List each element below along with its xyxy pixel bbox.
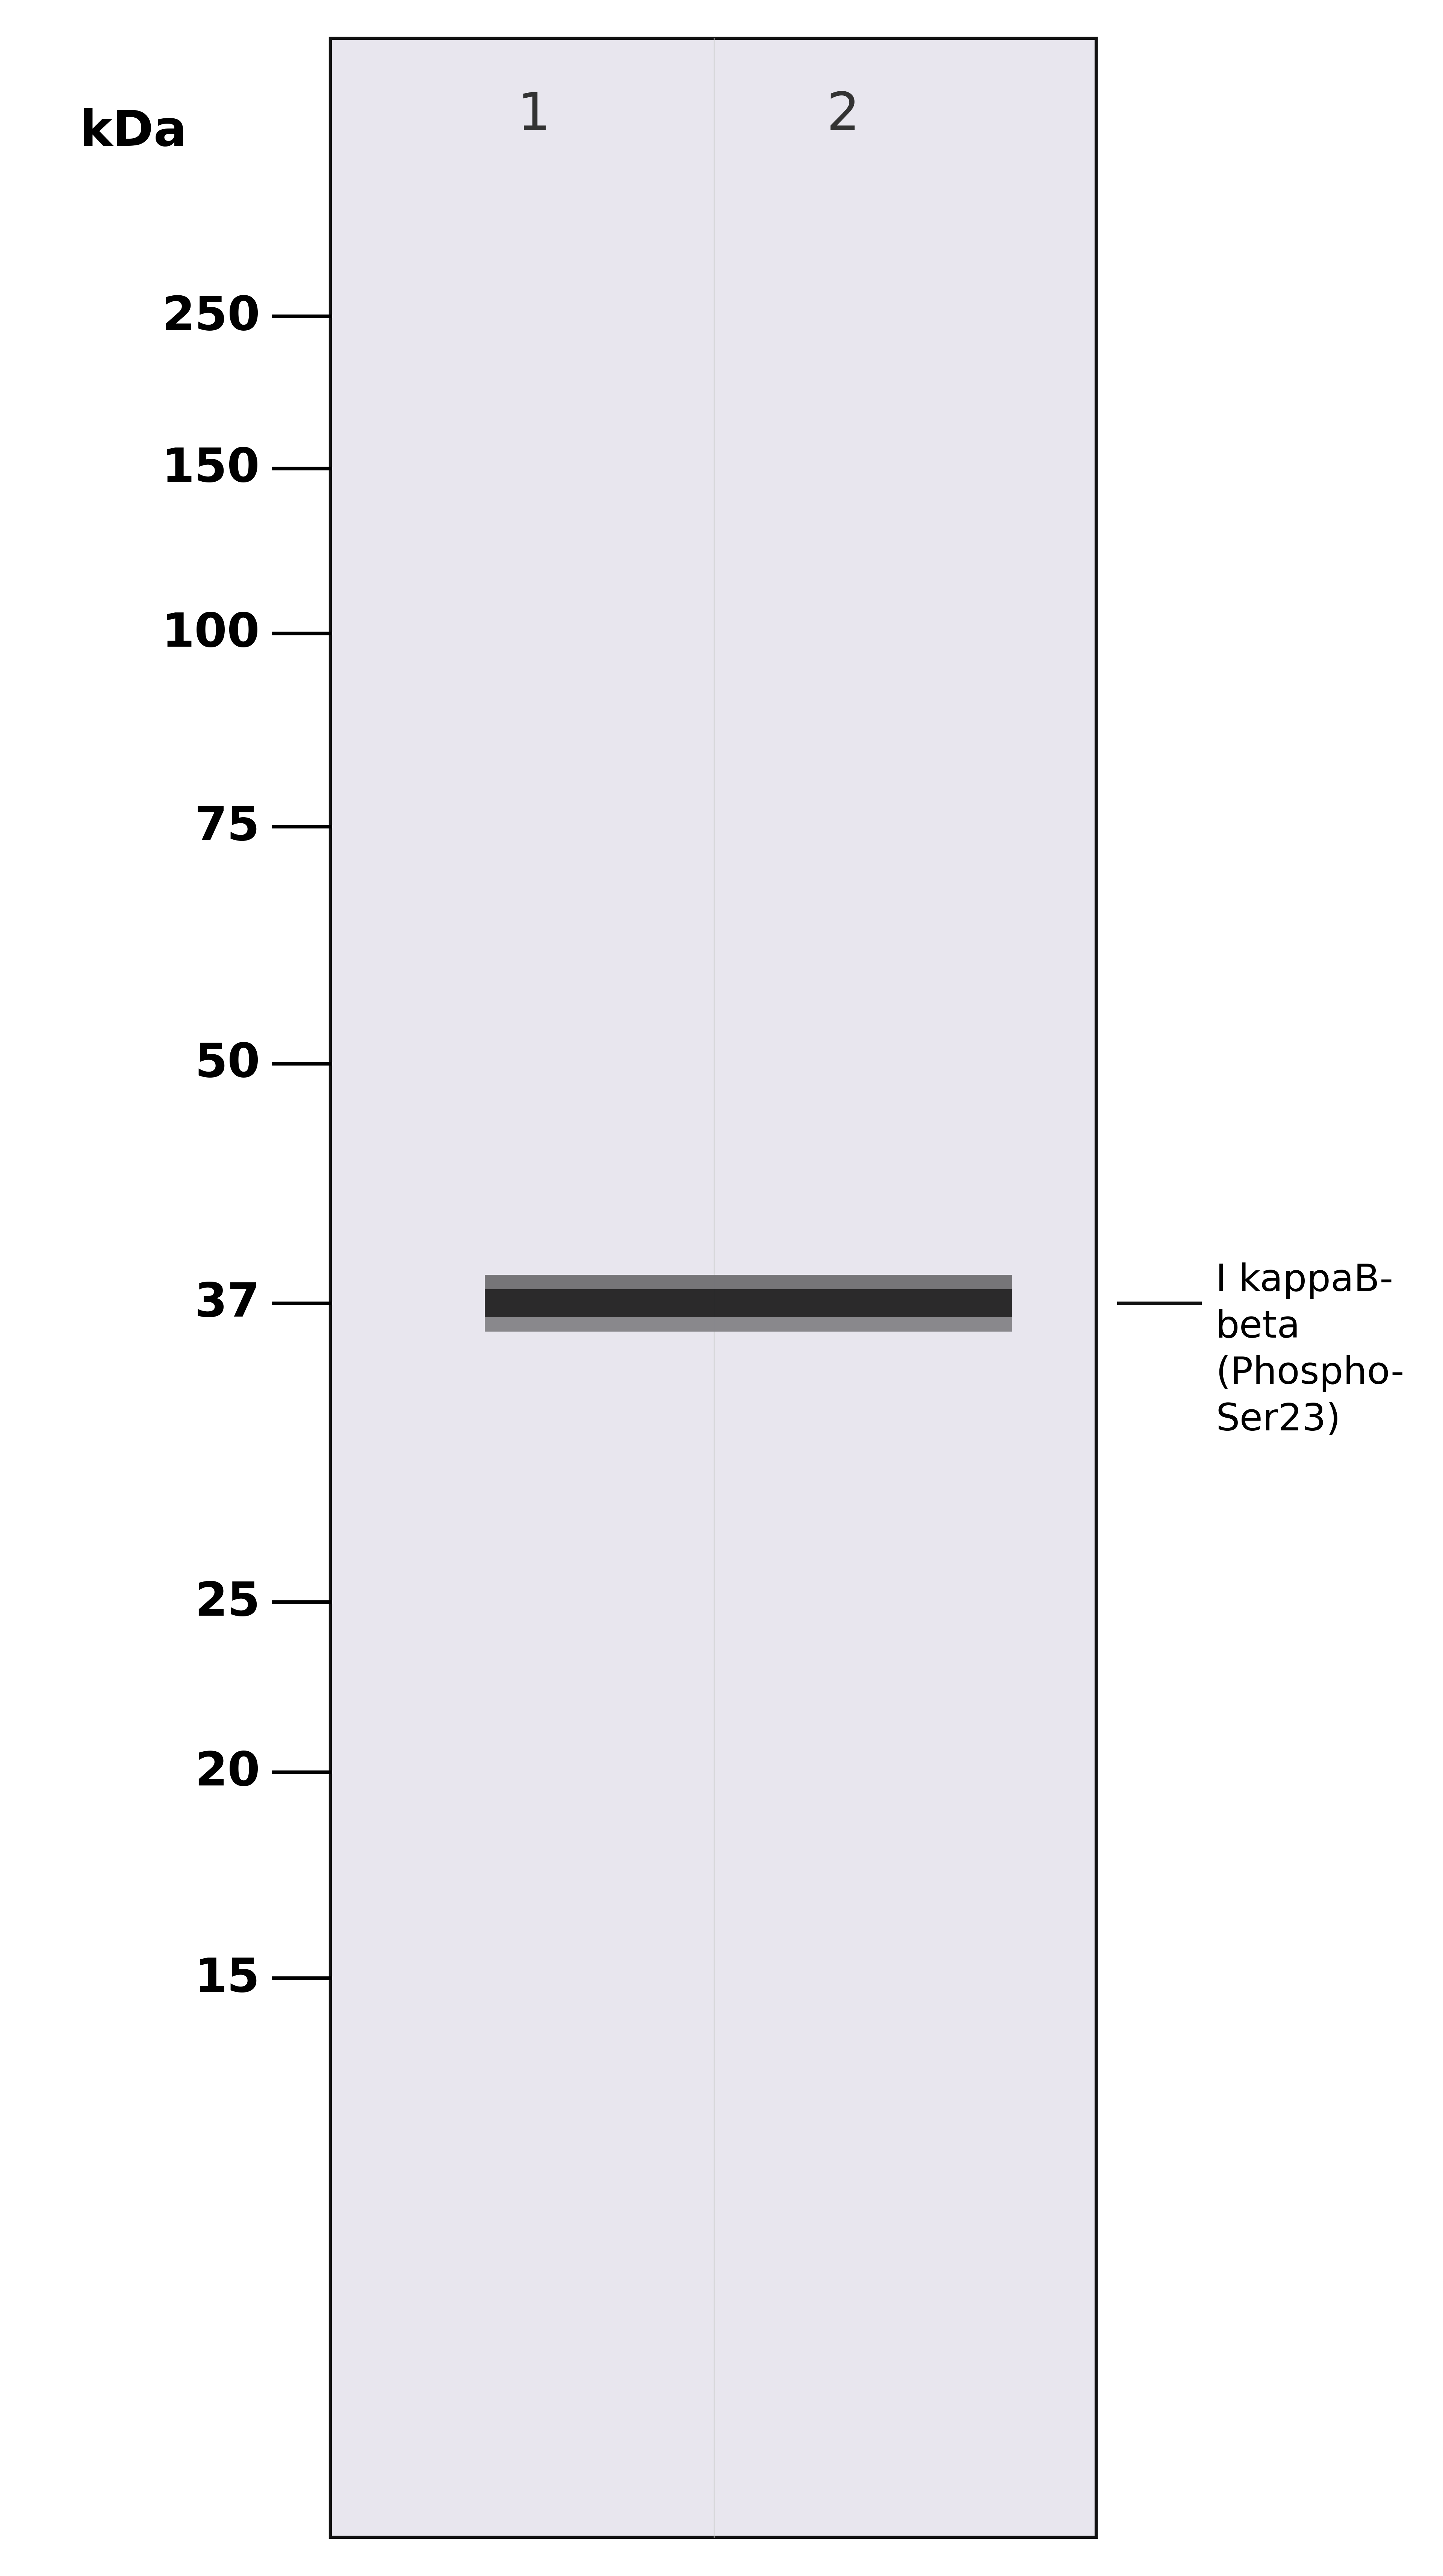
Text: 2: 2 xyxy=(827,90,860,142)
Text: 150: 150 xyxy=(162,446,260,492)
Text: 25: 25 xyxy=(195,1579,260,1625)
Text: kDa: kDa xyxy=(79,108,188,157)
Bar xyxy=(485,1275,1012,1291)
Text: 50: 50 xyxy=(195,1041,260,1087)
Text: I kappaB-
beta
(Phospho-
Ser23): I kappaB- beta (Phospho- Ser23) xyxy=(1215,1262,1404,1437)
Bar xyxy=(330,39,1097,2537)
Text: 1: 1 xyxy=(518,90,551,142)
Text: 37: 37 xyxy=(195,1280,260,1327)
Text: 20: 20 xyxy=(195,1749,260,1795)
Text: 75: 75 xyxy=(195,804,260,850)
Bar xyxy=(485,1275,1012,1332)
Text: 250: 250 xyxy=(162,294,260,340)
Text: 15: 15 xyxy=(195,1955,260,2002)
Text: 100: 100 xyxy=(162,611,260,657)
Bar xyxy=(485,1319,1012,1332)
